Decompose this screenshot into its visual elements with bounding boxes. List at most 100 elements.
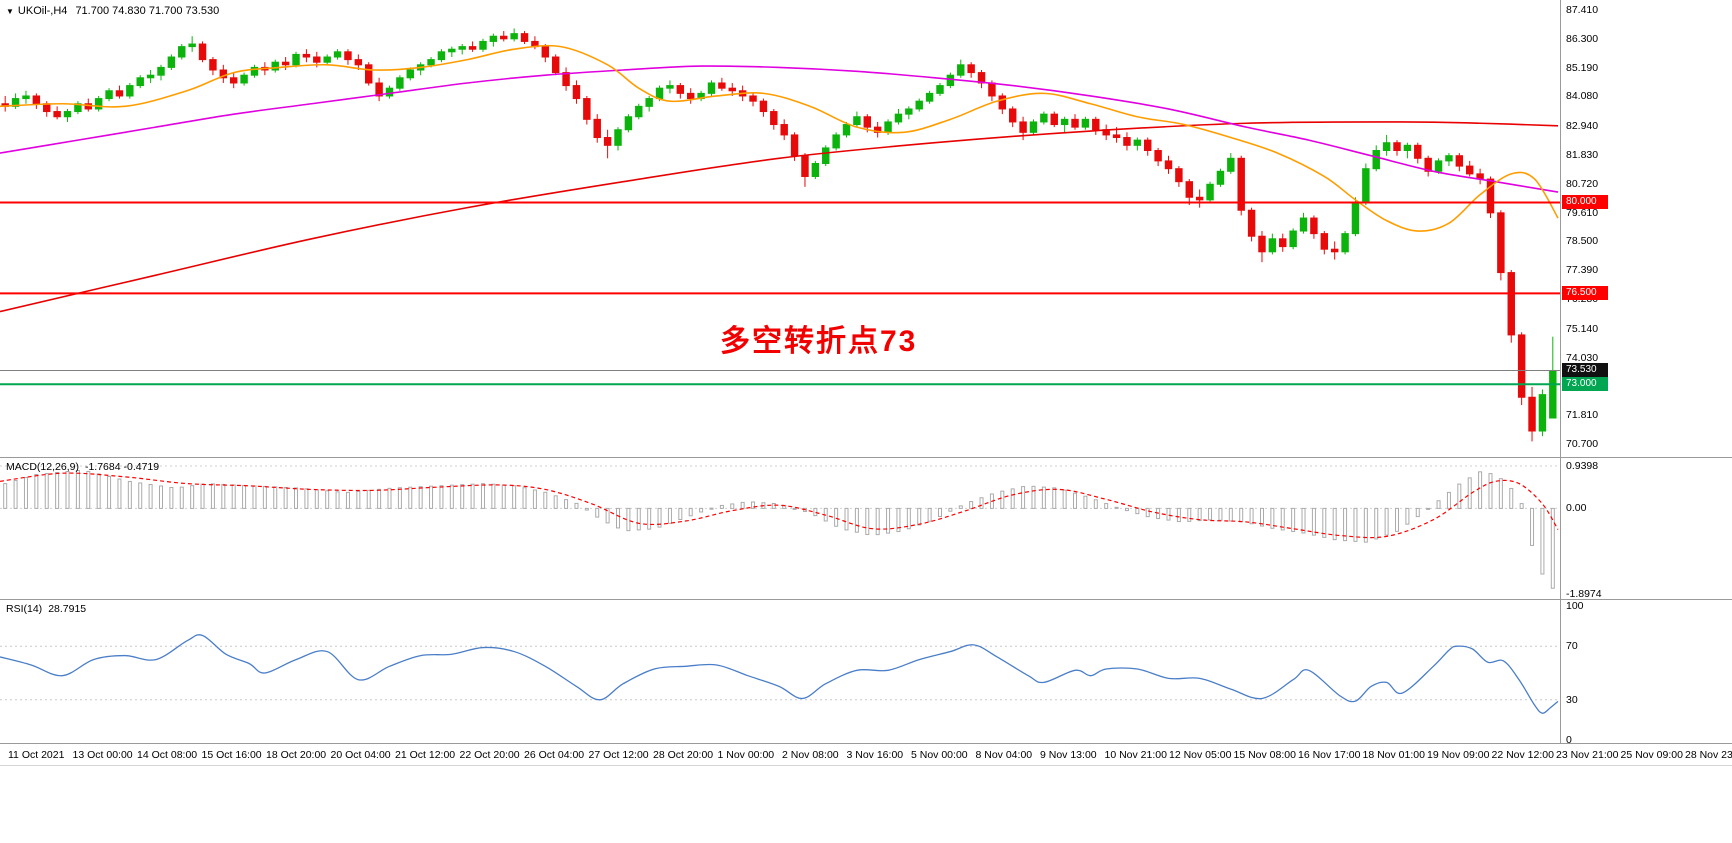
price-tick-label: 82.940 (1566, 120, 1599, 133)
time-tick-label: 3 Nov 16:00 (846, 749, 904, 761)
candle-body (178, 46, 186, 58)
candle-body (707, 82, 716, 94)
macd-histogram-bar (13, 480, 18, 509)
macd-histogram-bar (844, 507, 849, 531)
macd-histogram-bar (512, 485, 517, 509)
macd-histogram-bar (335, 491, 340, 509)
macd-histogram-bar (1021, 486, 1026, 509)
macd-histogram-bar (1228, 507, 1233, 522)
macd-histogram-bar (1280, 507, 1285, 531)
rsi-panel-label: RSI(14) 28.7915 (6, 603, 92, 615)
macd-indicator-values: -1.7684 -0.4719 (84, 461, 160, 473)
candle-body (1320, 233, 1329, 250)
macd-histogram-bar (699, 507, 704, 513)
candle-body (1227, 157, 1235, 172)
macd-tick-label: 0.9398 (1566, 460, 1599, 472)
candle-body (1289, 230, 1297, 248)
candle-body (520, 33, 529, 42)
candle-body (1071, 118, 1079, 128)
candle-body (323, 56, 331, 63)
candle-body (1195, 196, 1204, 201)
macd-histogram-bar (979, 497, 984, 509)
macd-histogram-bar (906, 507, 911, 530)
macd-histogram-bar (792, 507, 797, 510)
candle-body (489, 35, 498, 42)
macd-histogram-bar (865, 507, 870, 535)
candle-body (1247, 209, 1256, 237)
candle-body (1019, 121, 1027, 133)
candle-body (146, 74, 155, 79)
macd-histogram-bar (439, 485, 444, 509)
macd-histogram-bar (1197, 507, 1202, 522)
candle-body (1517, 334, 1526, 398)
macd-histogram-bar (719, 504, 724, 509)
chart-text-annotation[interactable]: 多空转折点73 (720, 325, 918, 358)
macd-histogram-bar (532, 489, 537, 509)
macd-histogram-bar (1145, 507, 1150, 518)
candle-body (686, 92, 695, 100)
candle-body (105, 90, 113, 100)
macd-histogram-bar (169, 487, 174, 509)
candle-body (853, 116, 861, 126)
macd-histogram-bar (1052, 487, 1057, 509)
macd-histogram-bar (1426, 507, 1431, 510)
candle-body (842, 124, 851, 136)
price-badge-level-73: 73.000 (1562, 376, 1608, 391)
candle-body (749, 95, 757, 102)
macd-histogram-bar (1208, 507, 1213, 521)
candle-body (1092, 118, 1100, 131)
macd-histogram-bar (595, 507, 600, 518)
time-axis[interactable]: 11 Oct 2021 13 Oct 00:00 14 Oct 08:00 15 Oc… (0, 744, 1732, 768)
candle-body (873, 126, 882, 133)
price-tick-label: 86.300 (1566, 32, 1599, 45)
macd-histogram-bar (553, 495, 558, 509)
price-tick-label: 71.810 (1566, 409, 1599, 422)
candle-body (1164, 160, 1173, 170)
candle-body (1351, 201, 1360, 235)
macd-histogram-bar (138, 482, 143, 509)
macd-histogram-bar (221, 483, 226, 509)
candle-body (1060, 118, 1069, 126)
price-tick-label: 80.720 (1566, 177, 1599, 190)
candle-body (614, 129, 622, 146)
price-badge-level-76-5: 76.500 (1562, 285, 1608, 300)
candle-body (832, 134, 840, 149)
time-tick-label: 22 Oct 20:00 (459, 749, 520, 761)
candle-body (936, 85, 944, 94)
candle-body (1029, 121, 1038, 133)
candle-body (1362, 168, 1370, 203)
macd-histogram-bar (460, 484, 465, 509)
candle-body (1144, 139, 1152, 152)
candle-body (635, 105, 643, 118)
candle-body (1445, 155, 1453, 162)
macd-histogram-bar (688, 507, 693, 517)
macd-histogram-bar (96, 473, 101, 509)
macd-histogram-bar (408, 486, 413, 509)
price-tick-label: 75.140 (1566, 322, 1599, 335)
rsi-indicator-value: 28.7915 (48, 603, 87, 615)
macd-histogram-bar (969, 501, 974, 509)
chart-canvas[interactable] (0, 0, 1732, 770)
candle-body (479, 40, 487, 50)
time-tick-label: 28 Nov 23:00 (1685, 749, 1732, 761)
macd-histogram-bar (65, 471, 70, 509)
macd-histogram-bar (543, 491, 548, 509)
macd-histogram-bar (1519, 503, 1524, 509)
macd-histogram-bar (304, 488, 309, 509)
candle-body (1330, 248, 1339, 253)
macd-signal-line (0, 472, 1559, 539)
candle-body (1382, 142, 1391, 152)
candle-body (302, 53, 311, 58)
price-badge-current: 73.530 (1562, 362, 1608, 377)
candle-body (718, 82, 726, 89)
candle-body (406, 69, 414, 79)
candle-body (801, 155, 809, 177)
macd-histogram-bar (1478, 471, 1483, 509)
price-tick-label: 85.190 (1566, 61, 1599, 74)
macd-histogram-bar (1530, 507, 1535, 546)
candle-body (1123, 137, 1131, 146)
macd-histogram-bar (86, 470, 91, 509)
macd-histogram-bar (345, 491, 350, 509)
candle-body (1112, 134, 1121, 139)
macd-histogram-bar (190, 485, 195, 509)
